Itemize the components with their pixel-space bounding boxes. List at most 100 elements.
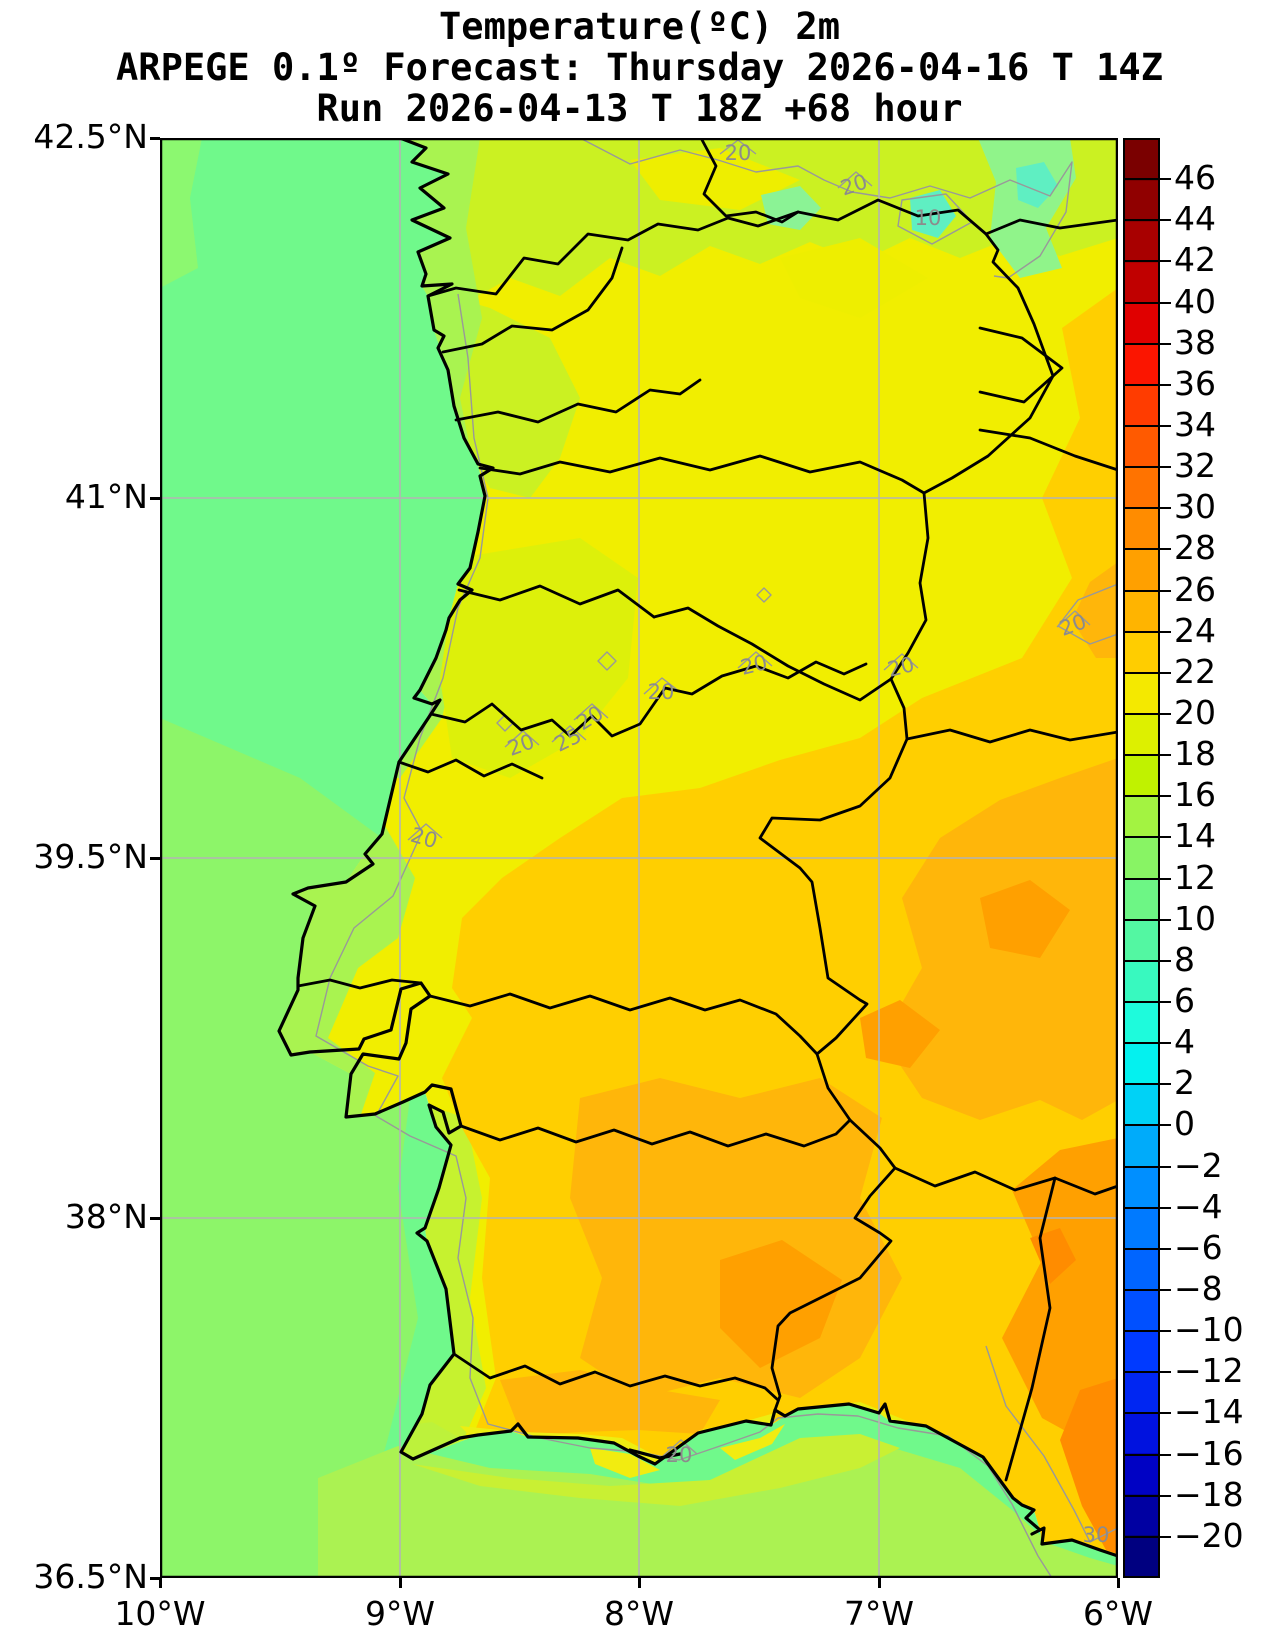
- colorbar-segment: [1125, 878, 1158, 920]
- colorbar-tick-mark: [1123, 1165, 1171, 1168]
- colorbar-segment: [1125, 550, 1158, 592]
- title-line-3: Run 2026-04-13 T 18Z +68 hour: [316, 87, 963, 130]
- colorbar-segment: [1125, 755, 1158, 797]
- colorbar-segment: [1125, 714, 1158, 756]
- colorbar-tick-mark: [1123, 507, 1171, 510]
- colorbar-segment: [1125, 960, 1158, 1002]
- contour-label-20: 20: [665, 1443, 693, 1467]
- colorbar-tick-label: 46: [1174, 158, 1216, 198]
- colorbar-tick-label: 36: [1174, 363, 1216, 403]
- colorbar-tick-label: −16: [1174, 1433, 1244, 1473]
- colorbar-tick-mark: [1123, 301, 1171, 304]
- colorbar-tick-label: 24: [1174, 610, 1216, 650]
- colorbar-tick-mark: [1123, 795, 1171, 798]
- colorbar-tick-mark: [1123, 959, 1171, 962]
- lon-tick-mark: [399, 1578, 402, 1588]
- colorbar-tick-mark: [1123, 425, 1171, 427]
- colorbar-tick-mark: [1123, 836, 1171, 839]
- colorbar-tick-mark: [1123, 1371, 1171, 1374]
- lon-tick-label: 10°W: [114, 1594, 206, 1633]
- colorbar-segment: [1125, 140, 1158, 182]
- lat-tick-mark: [150, 1577, 160, 1580]
- colorbar-segment: [1125, 796, 1158, 838]
- colorbar-segment: [1125, 1534, 1158, 1576]
- colorbar-segment: [1125, 632, 1158, 674]
- colorbar-tick-mark: [1123, 466, 1171, 469]
- lat-tick-label: 38°N: [64, 1197, 148, 1236]
- map-canvas: [160, 138, 1118, 1578]
- lon-tick-mark: [638, 1578, 641, 1588]
- lon-tick-mark: [159, 1578, 162, 1588]
- colorbar-tick-label: 28: [1174, 528, 1216, 568]
- colorbar-tick-label: 14: [1174, 816, 1216, 856]
- colorbar-tick-label: 8: [1174, 939, 1195, 979]
- colorbar-tick-label: 10: [1174, 898, 1216, 938]
- contour-label-10: 10: [914, 206, 942, 230]
- colorbar-tick-label: 0: [1174, 1104, 1195, 1144]
- lat-tick-mark: [150, 137, 160, 140]
- colorbar-segment: [1125, 263, 1158, 305]
- colorbar-segment: [1125, 222, 1158, 264]
- colorbar-tick-mark: [1123, 342, 1171, 345]
- colorbar-tick-label: 34: [1174, 405, 1216, 444]
- colorbar-tick-mark: [1123, 1001, 1171, 1003]
- contour-label-30: 30: [1082, 1523, 1110, 1547]
- land-temperature-field: [279, 138, 1118, 1556]
- colorbar-segment: [1125, 1370, 1158, 1412]
- colorbar-tick-label: 18: [1174, 734, 1216, 774]
- lon-tick-label: 9°W: [364, 1594, 436, 1633]
- lon-tick-mark: [878, 1578, 881, 1588]
- colorbar: [1123, 138, 1160, 1578]
- colorbar-tick-label: −10: [1174, 1310, 1244, 1350]
- colorbar-tick-mark: [1123, 178, 1171, 181]
- colorbar-tick-label: 44: [1174, 199, 1216, 239]
- lat-tick-label: 39.5°N: [33, 837, 148, 876]
- colorbar-tick-mark: [1123, 1247, 1171, 1250]
- colorbar-tick-mark: [1123, 754, 1171, 757]
- colorbar-segment: [1125, 1411, 1158, 1453]
- colorbar-segment: [1125, 345, 1158, 387]
- lon-tick-label: 6°W: [1082, 1594, 1154, 1633]
- colorbar-segment: [1125, 468, 1158, 510]
- plot-frame: [160, 138, 1118, 1578]
- lat-tick-mark: [150, 1217, 160, 1220]
- colorbar-tick-label: 2: [1174, 1063, 1195, 1103]
- colorbar-tick-label: −12: [1174, 1351, 1244, 1391]
- colorbar-tick-label: 30: [1174, 487, 1216, 527]
- lon-tick-label: 7°W: [843, 1594, 915, 1633]
- title-line-1: Temperature(ºC) 2m: [439, 5, 840, 48]
- colorbar-tick-mark: [1123, 589, 1171, 592]
- colorbar-tick-mark: [1123, 1535, 1171, 1538]
- colorbar-tick-mark: [1123, 548, 1171, 551]
- colorbar-segment: [1125, 386, 1158, 428]
- colorbar-segment: [1125, 673, 1158, 715]
- lat-tick-label: 36.5°N: [33, 1557, 148, 1596]
- colorbar-tick-mark: [1123, 671, 1171, 674]
- colorbar-tick-label: 20: [1174, 693, 1216, 732]
- colorbar-segment: [1125, 1165, 1158, 1207]
- colorbar-tick-label: −6: [1174, 1227, 1223, 1267]
- colorbar-segment: [1125, 837, 1158, 879]
- colorbar-tick-mark: [1123, 713, 1171, 715]
- colorbar-segment: [1125, 1329, 1158, 1371]
- colorbar-segment: [1125, 427, 1158, 469]
- colorbar-segment: [1125, 509, 1158, 551]
- colorbar-tick-label: 6: [1174, 981, 1195, 1020]
- colorbar-tick-mark: [1123, 1083, 1171, 1086]
- title-line-2: ARPEGE 0.1º Forecast: Thursday 2026-04-1…: [116, 46, 1163, 89]
- colorbar-segment: [1125, 1288, 1158, 1330]
- colorbar-tick-mark: [1123, 1042, 1171, 1045]
- colorbar-tick-mark: [1123, 877, 1171, 880]
- colorbar-tick-label: 22: [1174, 651, 1216, 691]
- colorbar-segment: [1125, 181, 1158, 223]
- colorbar-tick-label: −14: [1174, 1392, 1244, 1432]
- colorbar-segment: [1125, 1083, 1158, 1125]
- colorbar-tick-mark: [1123, 260, 1171, 263]
- colorbar-tick-mark: [1123, 1289, 1171, 1291]
- colorbar-tick-mark: [1123, 1494, 1171, 1497]
- colorbar-tick-label: −18: [1174, 1474, 1244, 1514]
- colorbar-segment: [1125, 1042, 1158, 1084]
- colorbar-tick-mark: [1123, 1206, 1171, 1209]
- colorbar-tick-label: 26: [1174, 569, 1216, 609]
- colorbar-tick-label: −4: [1174, 1186, 1223, 1226]
